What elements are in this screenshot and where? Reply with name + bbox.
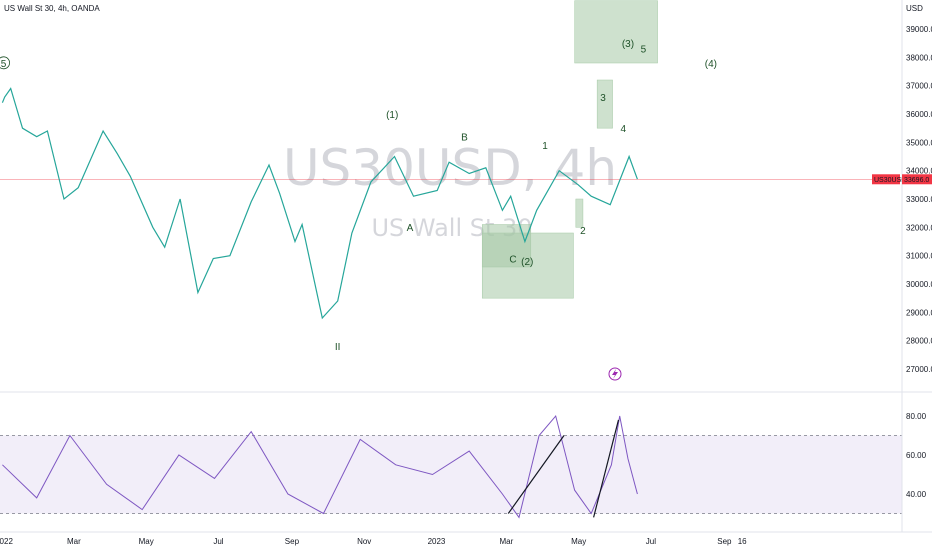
wave-label: (2) bbox=[521, 257, 533, 268]
wave-label: (1) bbox=[386, 110, 398, 121]
rsi-tick: 60.00 bbox=[906, 451, 927, 460]
wave-label: 1 bbox=[542, 141, 548, 152]
time-tick: May bbox=[139, 537, 154, 546]
rsi-trendlines bbox=[507, 419, 620, 518]
wave-label: C bbox=[509, 254, 516, 265]
time-tick: Jul bbox=[646, 537, 656, 546]
wave-label: II bbox=[335, 342, 341, 353]
time-tick: Jul bbox=[213, 537, 223, 546]
rsi-tick: 80.00 bbox=[906, 412, 927, 421]
time-tick: Sep bbox=[717, 537, 732, 546]
price-tick: 35000.0 bbox=[906, 138, 932, 147]
time-tick: May bbox=[571, 537, 586, 546]
wave-label: 4 bbox=[620, 124, 626, 135]
wave-label: (3) bbox=[622, 39, 634, 50]
target-zone bbox=[575, 198, 584, 228]
wave-label: A bbox=[407, 223, 414, 234]
wave-label: (4) bbox=[705, 59, 717, 70]
time-tick: 2023 bbox=[428, 537, 446, 546]
price-axis[interactable]: 39000.0 38000.0 37000.0 36000.0 35000.0 34000… bbox=[906, 25, 932, 374]
rsi-axis: 80.00 60.00 40.00 bbox=[906, 412, 927, 499]
wave-label: 5 bbox=[1, 59, 7, 70]
rsi-band bbox=[0, 435, 902, 514]
last-price-badge bbox=[902, 174, 932, 185]
price-tick: 38000.0 bbox=[906, 53, 932, 62]
price-tick: 32000.0 bbox=[906, 223, 932, 232]
price-tick: 27000.0 bbox=[906, 365, 932, 374]
last-price-value: 33696.0 bbox=[904, 177, 929, 184]
price-tick: 29000.0 bbox=[906, 308, 932, 317]
wave-labels: 5 II (1) A B C (2) 1 2 3 4 (3) 5 (4) bbox=[0, 39, 717, 353]
watermark-symbol: US30USD, 4h bbox=[283, 139, 617, 197]
wave-label: 5 bbox=[641, 45, 647, 56]
rsi-trendline bbox=[507, 435, 565, 514]
price-tick: 34000.0 bbox=[906, 167, 932, 176]
price-line bbox=[1, 87, 638, 320]
price-tick: 39000.0 bbox=[906, 25, 932, 34]
chart-title: US Wall St 30, 4h, OANDA bbox=[4, 4, 100, 13]
price-tick: 37000.0 bbox=[906, 82, 932, 91]
last-price-symbol: US30USD bbox=[874, 177, 906, 184]
rsi-tick: 40.00 bbox=[906, 490, 927, 499]
price-tick: 30000.0 bbox=[906, 280, 932, 289]
time-tick: Mar bbox=[499, 537, 513, 546]
target-zone bbox=[596, 79, 613, 129]
wave-label: B bbox=[461, 133, 468, 144]
target-zones bbox=[481, 0, 658, 299]
time-tick: 16 bbox=[738, 537, 747, 546]
wave-label: 3 bbox=[600, 93, 606, 104]
wave-circle bbox=[0, 56, 10, 70]
events-icon[interactable] bbox=[608, 367, 622, 381]
last-price-symbol-badge bbox=[872, 174, 900, 185]
rsi-line bbox=[2, 414, 638, 519]
time-tick: Mar bbox=[67, 537, 81, 546]
rsi-trendline bbox=[593, 419, 620, 518]
price-tick: 28000.0 bbox=[906, 337, 932, 346]
time-axis[interactable]: 2022 Mar May Jul Sep Nov 2023 Mar May Jul Sep 16 bbox=[0, 537, 747, 546]
price-axis-currency: USD bbox=[906, 4, 923, 13]
wave-label: 2 bbox=[580, 226, 586, 237]
time-tick: Sep bbox=[285, 537, 300, 546]
price-tick: 33000.0 bbox=[906, 195, 932, 204]
target-zone bbox=[574, 0, 658, 64]
price-tick: 31000.0 bbox=[906, 252, 932, 261]
time-tick: 2022 bbox=[0, 537, 13, 546]
price-tick: 36000.0 bbox=[906, 110, 932, 119]
time-tick: Nov bbox=[357, 537, 371, 546]
